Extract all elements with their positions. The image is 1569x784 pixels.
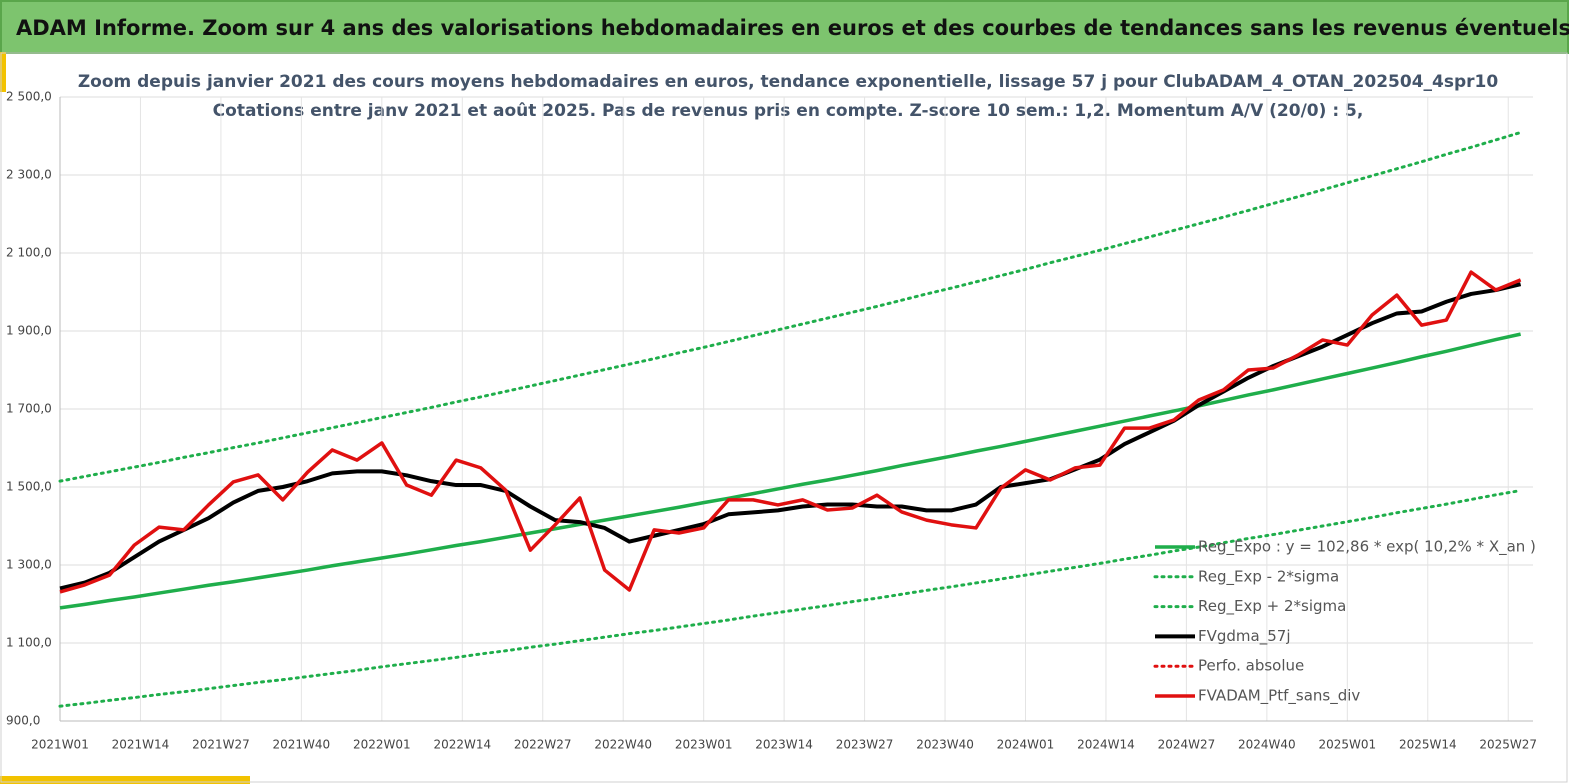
x-tick-label: 2024W14 bbox=[1077, 738, 1135, 752]
accent bbox=[0, 776, 250, 784]
x-tick-label: 2025W14 bbox=[1399, 738, 1457, 752]
x-tick-label: 2023W27 bbox=[836, 738, 894, 752]
series-line bbox=[58, 489, 1523, 708]
x-tick-label: 2023W40 bbox=[916, 738, 974, 752]
x-tick-label: 2022W14 bbox=[433, 738, 491, 752]
x-tick-label: 2023W01 bbox=[675, 738, 733, 752]
chart-subtitle: Cotations entre janv 2021 et août 2025. … bbox=[213, 101, 1364, 121]
x-tick-label: 2025W27 bbox=[1479, 738, 1537, 752]
legend-label: Perfo. absolue bbox=[1198, 657, 1304, 675]
legend-label: Reg_Exp + 2*sigma bbox=[1198, 597, 1346, 616]
legend-label: Reg_Expo : y = 102,86 * exp( 10,2% * X_a… bbox=[1198, 538, 1536, 557]
x-tick-label: 2022W40 bbox=[594, 738, 652, 752]
x-tick-label: 2021W01 bbox=[31, 738, 89, 752]
y-tick-label: 2 500,0 bbox=[6, 90, 52, 104]
chart-title: Zoom depuis janvier 2021 des cours moyen… bbox=[78, 72, 1499, 92]
x-tick-label: 2025W01 bbox=[1318, 738, 1376, 752]
legend-label: FVgdma_57j bbox=[1198, 627, 1291, 646]
x-tick-label: 2021W40 bbox=[273, 738, 331, 752]
y-tick-label: 2 100,0 bbox=[6, 246, 52, 260]
x-tick-label: 2021W27 bbox=[192, 738, 250, 752]
legend-label: FVADAM_Ptf_sans_div bbox=[1198, 687, 1360, 706]
x-tick-label: 2024W01 bbox=[997, 738, 1055, 752]
page-title: ADAM Informe. Zoom sur 4 ans des valoris… bbox=[16, 16, 1569, 40]
y-tick-label: 1 300,0 bbox=[6, 558, 52, 572]
y-tick-label: 900,0 bbox=[6, 714, 40, 728]
legend-label: Reg_Exp - 2*sigma bbox=[1198, 567, 1339, 586]
y-tick-label: 2 300,0 bbox=[6, 168, 52, 182]
series-line bbox=[59, 270, 1522, 594]
series-line bbox=[58, 130, 1523, 483]
chart-border bbox=[0, 52, 1568, 783]
y-tick-label: 1 100,0 bbox=[6, 636, 52, 650]
x-tick-label: 2023W14 bbox=[755, 738, 813, 752]
x-tick-label: 2022W27 bbox=[514, 738, 572, 752]
y-tick-label: 1 500,0 bbox=[6, 480, 52, 494]
x-tick-label: 2022W01 bbox=[353, 738, 411, 752]
accent bbox=[0, 52, 6, 92]
header-bar: ADAM Informe. Zoom sur 4 ans des valoris… bbox=[0, 0, 1569, 54]
x-tick-label: 2021W14 bbox=[112, 738, 170, 752]
series-line bbox=[59, 332, 1521, 610]
x-tick-label: 2024W27 bbox=[1158, 738, 1216, 752]
y-tick-label: 1 700,0 bbox=[6, 402, 52, 416]
x-tick-label: 2024W40 bbox=[1238, 738, 1296, 752]
y-tick-label: 1 900,0 bbox=[6, 324, 52, 338]
